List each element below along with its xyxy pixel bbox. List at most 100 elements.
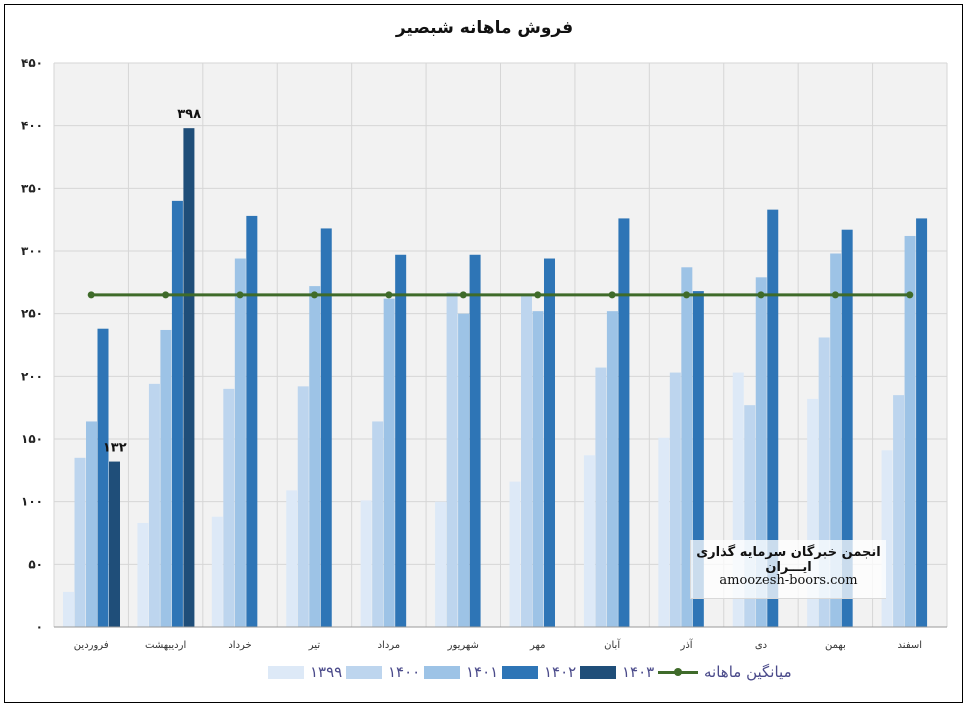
x-tick-label: اسفند bbox=[898, 640, 922, 651]
bar bbox=[211, 516, 223, 627]
bar bbox=[658, 437, 670, 627]
legend-item: ۱۴۰۰ bbox=[346, 661, 420, 683]
bar bbox=[86, 421, 97, 627]
x-tick-label: آذر bbox=[680, 638, 694, 651]
bar bbox=[618, 218, 630, 627]
x-tick-label: فروردین bbox=[74, 640, 109, 651]
y-tick-label: ۴۰۰ bbox=[21, 119, 43, 133]
bar bbox=[521, 294, 532, 627]
x-tick-label: مهر bbox=[529, 640, 545, 651]
y-tick-label: ۳۰۰ bbox=[21, 244, 43, 258]
bar bbox=[744, 405, 756, 627]
x-axis: فروردین اردیبهشت خرداد تیر مرداد شهریور مهر آبا… bbox=[74, 638, 922, 651]
bar bbox=[692, 291, 704, 627]
legend-label: ۱۴۰۰ bbox=[388, 663, 421, 681]
bar bbox=[446, 292, 458, 627]
bar bbox=[435, 501, 447, 627]
grid-lines bbox=[53, 62, 948, 628]
legend-item-average: میانگین ماهانه bbox=[658, 661, 792, 683]
bar bbox=[286, 490, 298, 627]
x-tick-label: مرداد bbox=[378, 640, 401, 651]
bar bbox=[395, 254, 407, 627]
data-label: ۱۳۲ bbox=[103, 441, 127, 456]
average-point bbox=[534, 291, 542, 299]
bar bbox=[171, 200, 183, 627]
bar bbox=[469, 254, 481, 627]
average-line bbox=[87, 291, 914, 299]
bar bbox=[458, 313, 470, 627]
bar bbox=[595, 367, 607, 627]
y-tick-label: ۵۰ bbox=[28, 557, 43, 571]
bar bbox=[109, 461, 120, 627]
bar bbox=[360, 500, 372, 627]
bar bbox=[841, 229, 853, 627]
bar bbox=[532, 311, 544, 627]
legend-swatch bbox=[268, 665, 304, 679]
average-point bbox=[385, 291, 393, 299]
bar bbox=[669, 372, 681, 627]
bar bbox=[383, 298, 395, 627]
average-point bbox=[459, 291, 467, 299]
legend-item: ۱۳۹۹ bbox=[268, 661, 342, 683]
watermark-box: انجمن خبرگان سرمایه گذاری ایـــران amooz… bbox=[690, 540, 886, 599]
y-tick-label: ۴۵۰ bbox=[21, 56, 43, 70]
average-point bbox=[236, 291, 244, 299]
bar bbox=[183, 128, 195, 627]
y-tick-label: ۲۰۰ bbox=[21, 369, 43, 383]
data-label: ۳۹۸ bbox=[177, 107, 201, 122]
bar bbox=[372, 421, 384, 627]
bar bbox=[137, 522, 149, 627]
bar bbox=[807, 398, 819, 627]
average-point bbox=[608, 291, 616, 299]
bar bbox=[583, 455, 595, 627]
bar bbox=[606, 311, 618, 627]
average-point bbox=[906, 291, 914, 299]
bar bbox=[97, 328, 109, 627]
legend-item: ۱۴۰۳ bbox=[580, 661, 654, 683]
average-point bbox=[310, 291, 318, 299]
x-tick-label: تیر bbox=[308, 640, 321, 651]
bar bbox=[223, 388, 235, 627]
y-tick-label: ۲۵۰ bbox=[21, 307, 43, 321]
bar bbox=[160, 329, 172, 627]
data-labels: ۱۳۲ ۳۹۸ bbox=[103, 107, 201, 455]
legend-item: ۱۴۰۲ bbox=[502, 661, 576, 683]
y-tick-label: ۰ bbox=[36, 620, 43, 634]
bar bbox=[297, 386, 309, 627]
average-point bbox=[831, 291, 839, 299]
bar bbox=[904, 235, 916, 627]
average-point bbox=[683, 291, 691, 299]
average-point bbox=[87, 291, 95, 299]
bar bbox=[509, 481, 521, 627]
bar bbox=[681, 267, 693, 627]
bar bbox=[234, 258, 246, 627]
bar bbox=[767, 209, 779, 627]
bar bbox=[830, 253, 842, 628]
x-tick-label: آبان bbox=[604, 638, 621, 651]
legend-line-marker bbox=[658, 666, 698, 679]
bar bbox=[881, 450, 893, 627]
bar bbox=[148, 383, 160, 627]
x-tick-label: بهمن bbox=[825, 640, 846, 651]
bar bbox=[755, 277, 767, 627]
watermark-title: انجمن خبرگان سرمایه گذاری ایـــران bbox=[696, 545, 881, 575]
bar bbox=[63, 591, 74, 627]
legend-item: ۱۴۰۱ bbox=[424, 661, 498, 683]
bar bbox=[916, 218, 928, 627]
legend-swatch bbox=[424, 665, 460, 679]
bar bbox=[309, 286, 321, 627]
legend-label: ۱۴۰۱ bbox=[466, 663, 499, 681]
bar bbox=[818, 337, 830, 627]
chart-title: فروش ماهانه شبصیر bbox=[395, 18, 574, 38]
y-tick-label: ۱۰۰ bbox=[21, 495, 43, 509]
legend-swatch bbox=[502, 665, 538, 679]
legend-label: ۱۴۰۲ bbox=[544, 663, 577, 681]
legend-swatch bbox=[580, 665, 616, 679]
legend-label: میانگین ماهانه bbox=[704, 663, 792, 681]
y-tick-label: ۱۵۰ bbox=[21, 432, 43, 446]
bar bbox=[74, 457, 86, 627]
legend: ۱۳۹۹ ۱۴۰۰ ۱۴۰۱ ۱۴۰۲ ۱۴۰۳ میانگین ماهانه bbox=[268, 661, 792, 683]
bar bbox=[732, 372, 744, 627]
x-tick-label: شهریور bbox=[447, 640, 479, 651]
